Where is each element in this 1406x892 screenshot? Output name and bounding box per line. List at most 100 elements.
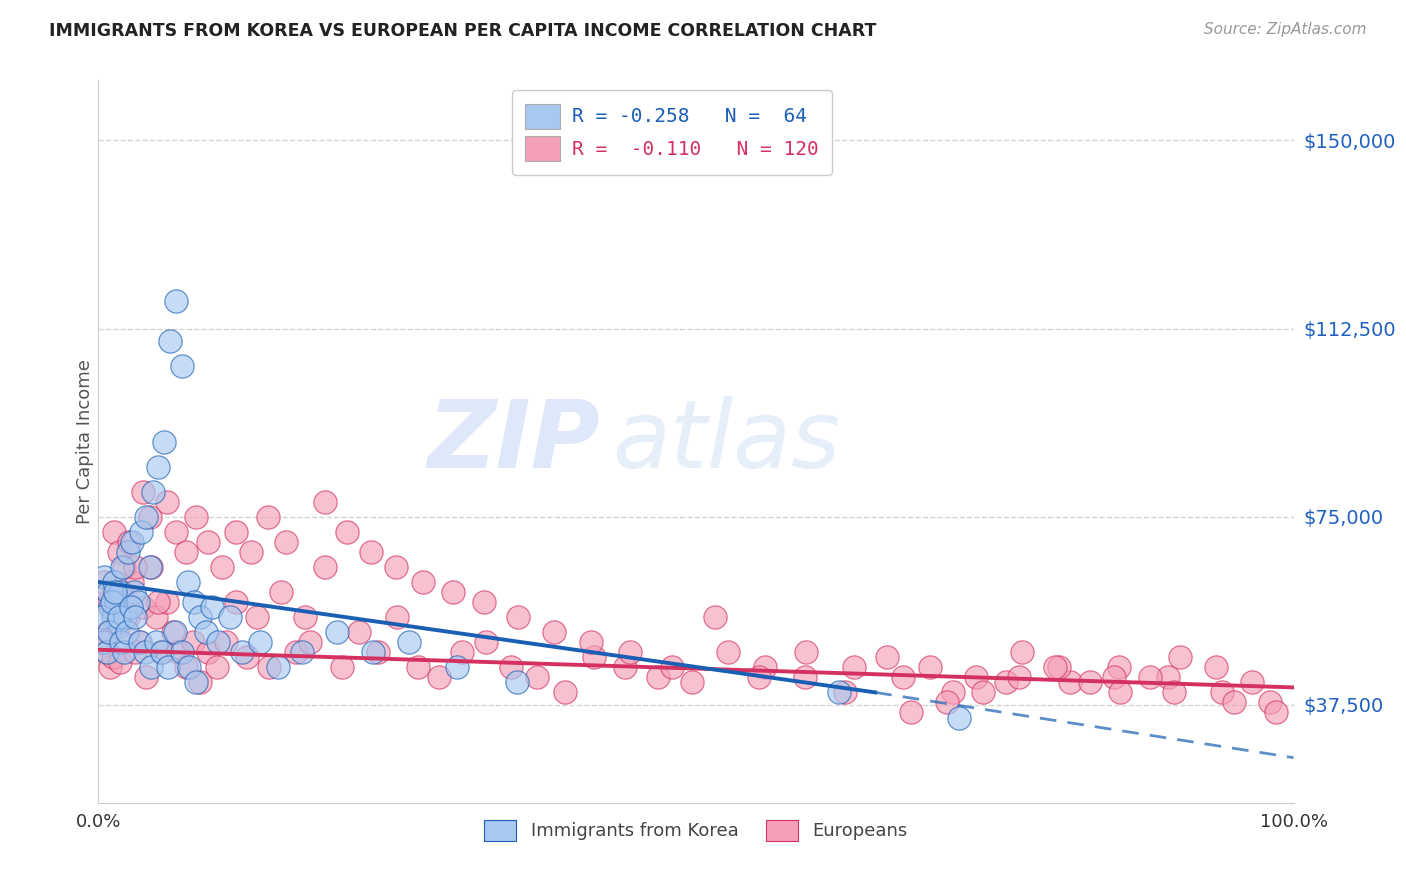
Point [100,595,122,609]
Point [965,670,987,684]
Point [97,585,120,599]
Point [219,610,242,624]
Point [704,610,727,624]
Point [794,645,817,659]
Point [177,574,200,589]
Point [98,595,121,609]
Text: atlas: atlas [613,396,841,487]
Point [1258,696,1281,710]
Point [231,645,253,659]
Point [499,660,522,674]
Point [131,524,153,539]
Point [174,545,197,559]
Point [274,534,297,549]
Point [474,635,496,649]
Point [900,706,922,720]
Point [172,359,194,374]
Point [920,660,942,674]
Point [330,660,353,674]
Point [93,574,115,589]
Point [363,645,385,659]
Point [124,560,146,574]
Point [385,560,408,574]
Point [107,620,129,634]
Point [120,600,142,615]
Point [257,509,280,524]
Point [103,524,125,539]
Point [172,645,194,659]
Point [98,660,122,674]
Point [135,670,157,684]
Point [385,610,409,624]
Point [1139,670,1161,684]
Point [1008,670,1031,684]
Point [96,645,118,659]
Point [93,635,115,649]
Point [1240,675,1263,690]
Point [112,560,135,574]
Point [195,625,218,640]
Point [225,595,247,609]
Y-axis label: Per Capita Income: Per Capita Income [76,359,94,524]
Point [148,459,170,474]
Point [124,610,146,624]
Point [112,645,135,659]
Point [124,585,146,599]
Point [948,710,970,724]
Point [117,545,139,559]
Point [1043,660,1066,674]
Point [118,534,141,549]
Point [294,610,316,624]
Point [148,595,170,609]
Point [135,509,157,524]
Point [207,635,229,649]
Point [131,484,153,499]
Point [474,595,496,609]
Point [936,696,959,710]
Point [326,625,349,640]
Point [101,650,124,665]
Point [441,585,464,599]
Point [156,660,179,674]
Point [1211,685,1233,699]
Point [994,675,1017,690]
Point [167,645,190,659]
Point [1223,696,1246,710]
Point [842,660,865,674]
Point [105,595,128,609]
Point [1011,645,1033,659]
Point [347,625,370,640]
Point [1168,650,1191,665]
Point [110,635,132,649]
Point [1059,675,1081,690]
Point [754,660,776,674]
Point [748,670,770,684]
Point [284,645,307,659]
Point [101,610,124,624]
Point [104,585,127,599]
Point [834,685,856,699]
Point [186,675,208,690]
Point [155,595,177,609]
Point [108,585,131,599]
Point [201,600,224,615]
Point [1157,670,1180,684]
Point [267,660,290,674]
Point [215,635,238,649]
Point [406,660,429,674]
Point [246,610,269,624]
Point [614,660,637,674]
Point [139,509,162,524]
Point [188,675,211,690]
Point [450,645,472,659]
Point [114,595,136,609]
Point [149,645,172,659]
Point [249,635,271,649]
Text: IMMIGRANTS FROM KOREA VS EUROPEAN PER CAPITA INCOME CORRELATION CHART: IMMIGRANTS FROM KOREA VS EUROPEAN PER CA… [49,22,876,40]
Point [793,670,815,684]
Point [174,660,197,674]
Point [129,635,152,649]
Point [139,560,162,574]
Point [972,685,994,699]
Point [165,524,187,539]
